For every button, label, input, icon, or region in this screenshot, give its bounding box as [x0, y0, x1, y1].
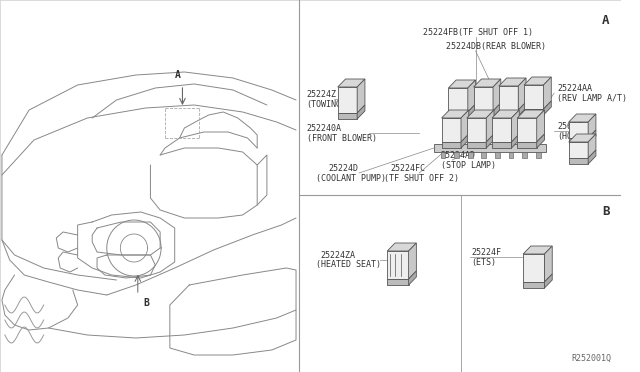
Bar: [536, 152, 541, 158]
Polygon shape: [408, 271, 417, 285]
Polygon shape: [474, 111, 493, 117]
Polygon shape: [461, 110, 468, 142]
Text: 25224Z: 25224Z: [307, 90, 337, 99]
Polygon shape: [517, 110, 545, 118]
Polygon shape: [545, 274, 552, 288]
Polygon shape: [486, 110, 494, 142]
Text: 25630: 25630: [557, 122, 582, 131]
Polygon shape: [588, 134, 596, 158]
Polygon shape: [474, 87, 493, 111]
Polygon shape: [467, 142, 486, 148]
Polygon shape: [523, 254, 545, 282]
Polygon shape: [569, 138, 588, 144]
Polygon shape: [408, 243, 417, 279]
Polygon shape: [357, 79, 365, 113]
Polygon shape: [493, 79, 501, 111]
Polygon shape: [569, 114, 596, 122]
Polygon shape: [468, 104, 476, 118]
Polygon shape: [467, 110, 494, 118]
Text: 25224D: 25224D: [328, 164, 358, 173]
Bar: [440, 152, 445, 158]
Text: 25224F: 25224F: [472, 247, 502, 257]
Polygon shape: [499, 86, 518, 110]
Polygon shape: [524, 109, 543, 115]
Text: 25224FB(TF SHUT OFF 1): 25224FB(TF SHUT OFF 1): [423, 28, 533, 36]
Bar: [522, 152, 527, 158]
Text: 25224FC: 25224FC: [390, 164, 425, 173]
Polygon shape: [492, 110, 519, 118]
Polygon shape: [492, 142, 511, 148]
Polygon shape: [537, 134, 545, 148]
Polygon shape: [486, 134, 494, 148]
Bar: [481, 152, 486, 158]
Text: R252001Q: R252001Q: [572, 353, 611, 362]
Bar: [454, 152, 459, 158]
Polygon shape: [499, 110, 518, 116]
Polygon shape: [543, 101, 551, 115]
Polygon shape: [387, 243, 417, 251]
Polygon shape: [518, 78, 526, 110]
Text: (FRONT BLOWER): (FRONT BLOWER): [307, 134, 377, 142]
Text: B: B: [602, 205, 609, 218]
Polygon shape: [338, 87, 357, 113]
Polygon shape: [449, 80, 476, 88]
Polygon shape: [499, 78, 526, 86]
Polygon shape: [493, 103, 501, 117]
Polygon shape: [588, 150, 596, 164]
Text: B: B: [143, 298, 150, 308]
Polygon shape: [387, 251, 408, 279]
Polygon shape: [537, 110, 545, 142]
Polygon shape: [474, 79, 501, 87]
Polygon shape: [387, 279, 408, 285]
Polygon shape: [449, 88, 468, 112]
Text: (ETS): (ETS): [472, 257, 497, 266]
Text: (HEATED SEAT): (HEATED SEAT): [316, 260, 381, 269]
Text: A: A: [602, 14, 609, 27]
Text: (REV LAMP A/T): (REV LAMP A/T): [557, 93, 627, 103]
Polygon shape: [511, 134, 519, 148]
Polygon shape: [545, 246, 552, 282]
Polygon shape: [569, 134, 596, 142]
Text: 25224AD: 25224AD: [440, 151, 476, 160]
Text: (STOP LAMP): (STOP LAMP): [440, 160, 495, 170]
Polygon shape: [523, 246, 552, 254]
Polygon shape: [523, 282, 545, 288]
Polygon shape: [569, 122, 588, 138]
Text: (COOLANT PUMP): (COOLANT PUMP): [316, 173, 387, 183]
Polygon shape: [518, 102, 526, 116]
FancyBboxPatch shape: [434, 144, 547, 152]
Polygon shape: [442, 118, 461, 142]
Text: 252240A: 252240A: [307, 124, 342, 132]
Text: 25224AA: 25224AA: [557, 83, 592, 93]
Polygon shape: [569, 158, 588, 164]
Text: A: A: [175, 70, 180, 80]
Text: (TOWING): (TOWING): [307, 99, 347, 109]
Polygon shape: [338, 113, 357, 119]
Text: (TF SHUT OFF 2): (TF SHUT OFF 2): [385, 173, 460, 183]
Text: (HORN): (HORN): [557, 131, 587, 141]
Polygon shape: [467, 118, 486, 142]
Polygon shape: [524, 85, 543, 109]
Polygon shape: [461, 134, 468, 148]
Polygon shape: [524, 77, 551, 85]
Polygon shape: [543, 77, 551, 109]
Polygon shape: [588, 130, 596, 144]
Bar: [509, 152, 513, 158]
Polygon shape: [338, 79, 365, 87]
Bar: [468, 152, 473, 158]
Polygon shape: [517, 118, 537, 142]
Polygon shape: [449, 112, 468, 118]
Polygon shape: [588, 114, 596, 138]
Polygon shape: [511, 110, 519, 142]
Polygon shape: [492, 118, 511, 142]
Polygon shape: [517, 142, 537, 148]
Polygon shape: [468, 80, 476, 112]
Bar: [495, 152, 500, 158]
Polygon shape: [357, 105, 365, 119]
Text: 25224DB(REAR BLOWER): 25224DB(REAR BLOWER): [447, 42, 547, 51]
Polygon shape: [442, 110, 468, 118]
Polygon shape: [442, 142, 461, 148]
Polygon shape: [569, 142, 588, 158]
Text: 25224ZA: 25224ZA: [320, 250, 355, 260]
